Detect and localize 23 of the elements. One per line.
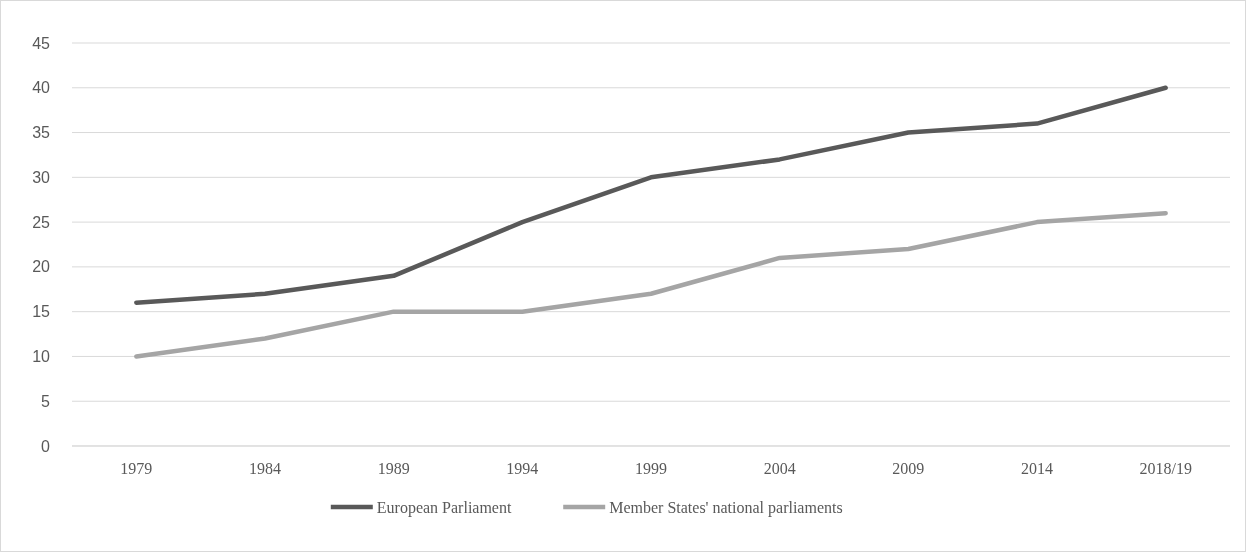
line-series — [134, 85, 1168, 305]
y-tick-label: 40 — [32, 79, 51, 97]
y-tick-label: 5 — [41, 392, 51, 410]
y-tick-label: 30 — [32, 168, 51, 186]
y-tick-label: 45 — [32, 34, 51, 52]
x-tick-label: 1989 — [377, 460, 410, 477]
legend-label: Member States' national parliaments — [609, 498, 843, 517]
y-tick-label: 20 — [32, 258, 51, 276]
y-tick-label: 15 — [32, 303, 51, 321]
x-tick-label: 1984 — [249, 460, 281, 477]
x-tick-label: 2014 — [1021, 460, 1053, 477]
x-tick-label: 1994 — [506, 460, 539, 477]
x-tick-label: 2018/19 — [1139, 460, 1192, 477]
y-tick-label: 25 — [32, 213, 51, 231]
x-tick-label: 1979 — [120, 460, 153, 477]
x-tick-label: 2009 — [892, 460, 925, 477]
line-series — [134, 210, 1168, 359]
legend-label: European Parliament — [376, 498, 512, 517]
x-tick-label: 1999 — [635, 460, 667, 477]
y-tick-label: 10 — [32, 348, 51, 366]
x-tick-label: 2004 — [763, 460, 796, 477]
y-tick-label: 35 — [32, 124, 51, 142]
y-tick-label: 0 — [41, 437, 51, 455]
